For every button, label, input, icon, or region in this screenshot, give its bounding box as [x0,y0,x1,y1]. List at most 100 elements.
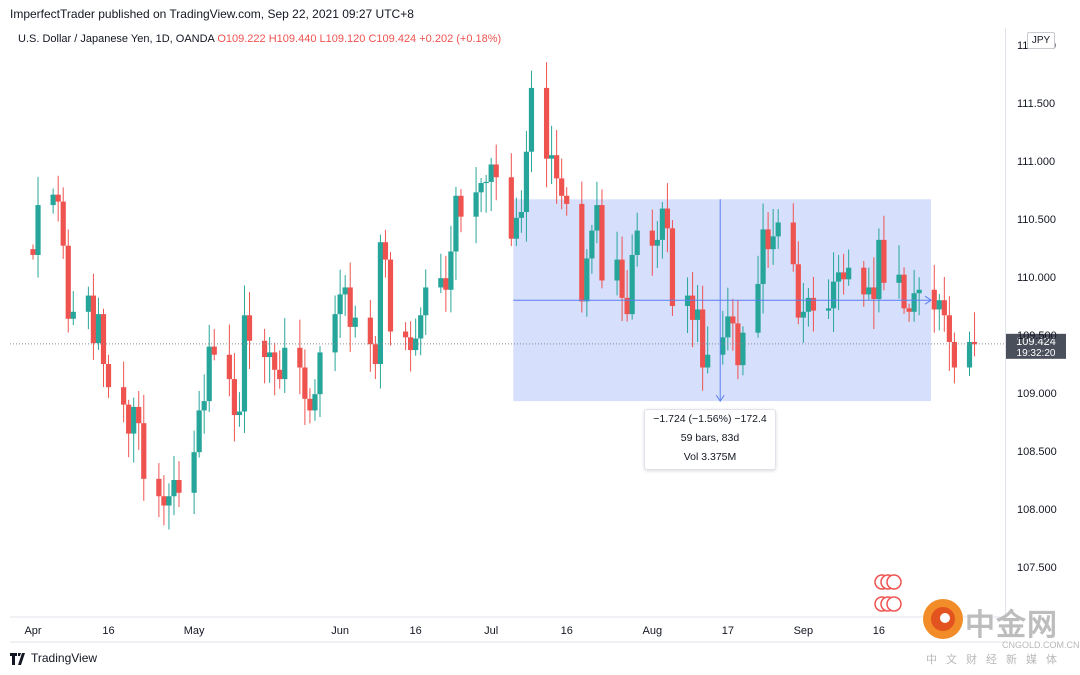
candle-body [418,315,424,339]
candle [705,326,711,374]
candle [689,272,696,348]
candle [765,212,771,268]
candle [367,299,373,372]
candle-body [941,300,947,316]
candle-body [599,205,605,281]
candle-body [312,394,318,411]
candle-body [126,404,132,434]
candle [90,273,97,360]
candle [790,203,796,272]
candle [654,221,660,269]
candle-body [705,354,711,368]
candle [861,260,867,307]
event-marker-icon [886,574,902,590]
candle [795,241,801,325]
candle [126,399,132,458]
y-tick-label: 109.500 [1017,330,1057,342]
candle-body [518,212,524,218]
tradingview-logo[interactable]: TradingView [10,651,97,665]
watermark-tagline: 中文财经新媒体 [926,653,1066,666]
candle [549,125,555,185]
candle-body [171,480,177,497]
candle-body [60,201,66,246]
candle [201,374,207,434]
candle-body [332,314,338,353]
candle-body [624,297,630,315]
candle-body [760,229,766,284]
candle-body [458,195,464,217]
candle-body [543,87,550,159]
candle [720,310,726,365]
candle [951,332,958,384]
candle-body [50,194,56,206]
candle-body [936,300,942,310]
candle-body [408,337,414,351]
candle [50,188,56,214]
candle-body [805,297,811,312]
candle-body [730,316,736,324]
candle-body [95,314,102,344]
candle [332,295,338,372]
x-tick-label: May [184,625,205,637]
candle [246,292,253,369]
candle-body [951,341,958,368]
candle [241,285,248,434]
candle [906,303,912,322]
candle-body [191,452,197,493]
candle [523,130,530,242]
candle [297,319,303,395]
x-tick-label: 16 [102,625,114,637]
x-tick-label: Aug [643,625,663,637]
publisher-line: ImperfectTrader published on TradingView… [10,7,414,21]
candle [377,234,384,389]
candle-body [282,347,288,380]
candle [458,189,464,233]
candle-body [211,346,217,355]
candle-body [317,352,323,395]
candle [513,197,519,247]
candles [30,62,978,530]
candle [770,208,776,265]
candle [453,186,459,281]
candle [171,455,177,516]
candle-body [508,177,514,239]
x-tick-label: 16 [410,625,422,637]
candle [176,461,182,508]
candle-body [876,239,882,300]
candle-body [85,295,91,312]
candle [659,202,665,259]
candle [372,336,378,380]
candle [836,254,842,311]
arrow-down-icon [715,394,725,403]
candle-body [267,352,273,358]
candle [946,296,952,371]
candle-body [775,222,781,237]
candle-body [136,406,142,424]
y-tick-label: 110.500 [1017,214,1056,226]
candle-body [795,264,801,318]
candle [634,212,640,267]
candle [387,252,394,346]
candle [70,291,76,326]
candle-body [695,309,701,320]
economic-events-icon [874,574,902,612]
legend-change: +0.202 (+0.18%) [419,33,502,45]
x-tick-label: 16 [561,625,573,637]
candle [876,228,882,313]
candle-body [241,315,248,412]
branding-text: TradingView [31,651,98,665]
candle-body [201,401,207,411]
candle [382,229,389,278]
candle [730,298,736,351]
candle-body [654,239,660,246]
candle [896,245,902,299]
candle [775,209,781,249]
symbol-legend: U.S. Dollar / Japanese Yen, 1D, OANDA O1… [18,33,501,45]
currency-label[interactable]: JPY [1027,32,1055,49]
measure-volume: Vol 3.375M [683,451,737,463]
candle [100,308,107,388]
candle [95,297,102,350]
candle-body [438,278,444,288]
candle [594,181,600,244]
